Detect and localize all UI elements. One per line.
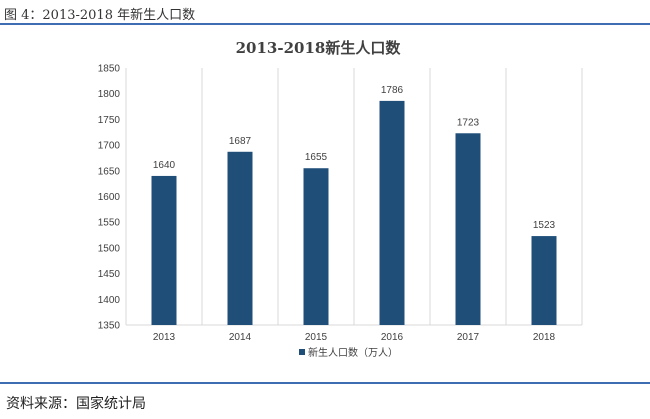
- y-tick-label: 1350: [98, 321, 121, 332]
- data-label: 1640: [153, 160, 176, 171]
- y-tick-label: 1750: [98, 115, 121, 126]
- x-tick-label: 2013: [153, 332, 176, 343]
- x-tick-label: 2018: [533, 332, 556, 343]
- bar: [303, 168, 329, 325]
- y-tick-label: 1850: [98, 64, 121, 75]
- chart-title: 2013-2018新生人口数: [236, 39, 402, 57]
- data-label: 1786: [381, 85, 404, 96]
- y-tick-label: 1600: [98, 192, 121, 203]
- y-tick-label: 1650: [98, 166, 121, 177]
- x-tick-label: 2015: [305, 332, 328, 343]
- x-tick-label: 2014: [229, 332, 252, 343]
- data-label: 1687: [229, 136, 252, 147]
- data-label: 1655: [305, 152, 328, 163]
- bottom-divider: [0, 382, 650, 384]
- bar: [379, 100, 405, 325]
- x-axis: 2013 2014 2015 2016 2017 2018: [153, 332, 556, 343]
- bar: [151, 175, 177, 325]
- figure-caption: 图 4：2013-2018 年新生人口数: [4, 8, 196, 23]
- x-tick-label: 2017: [457, 332, 480, 343]
- data-label: 1723: [457, 117, 480, 128]
- bars: [151, 100, 557, 325]
- bar: [227, 151, 253, 325]
- y-axis: 1350 1400 1450 1500 1550 1600 1650 1700 1750 1800…: [98, 64, 121, 332]
- source-note: 资料来源：国家统计局: [6, 396, 146, 412]
- bar: [531, 236, 557, 325]
- y-tick-label: 1450: [98, 269, 121, 280]
- legend-label: 新生人口数（万人）: [308, 346, 398, 359]
- y-tick-label: 1800: [98, 89, 121, 100]
- gridlines: [125, 68, 583, 326]
- data-labels: 1640 1687 1655 1786 1723 1523: [153, 85, 556, 231]
- bar: [455, 133, 481, 325]
- data-label: 1523: [533, 220, 556, 231]
- legend: 新生人口数（万人）: [299, 346, 398, 359]
- y-tick-label: 1550: [98, 218, 121, 229]
- y-tick-label: 1400: [98, 295, 121, 306]
- y-tick-label: 1500: [98, 243, 121, 254]
- legend-swatch: [299, 349, 305, 355]
- x-tick-label: 2016: [381, 332, 404, 343]
- top-divider: [0, 23, 650, 25]
- y-tick-label: 1700: [98, 141, 121, 152]
